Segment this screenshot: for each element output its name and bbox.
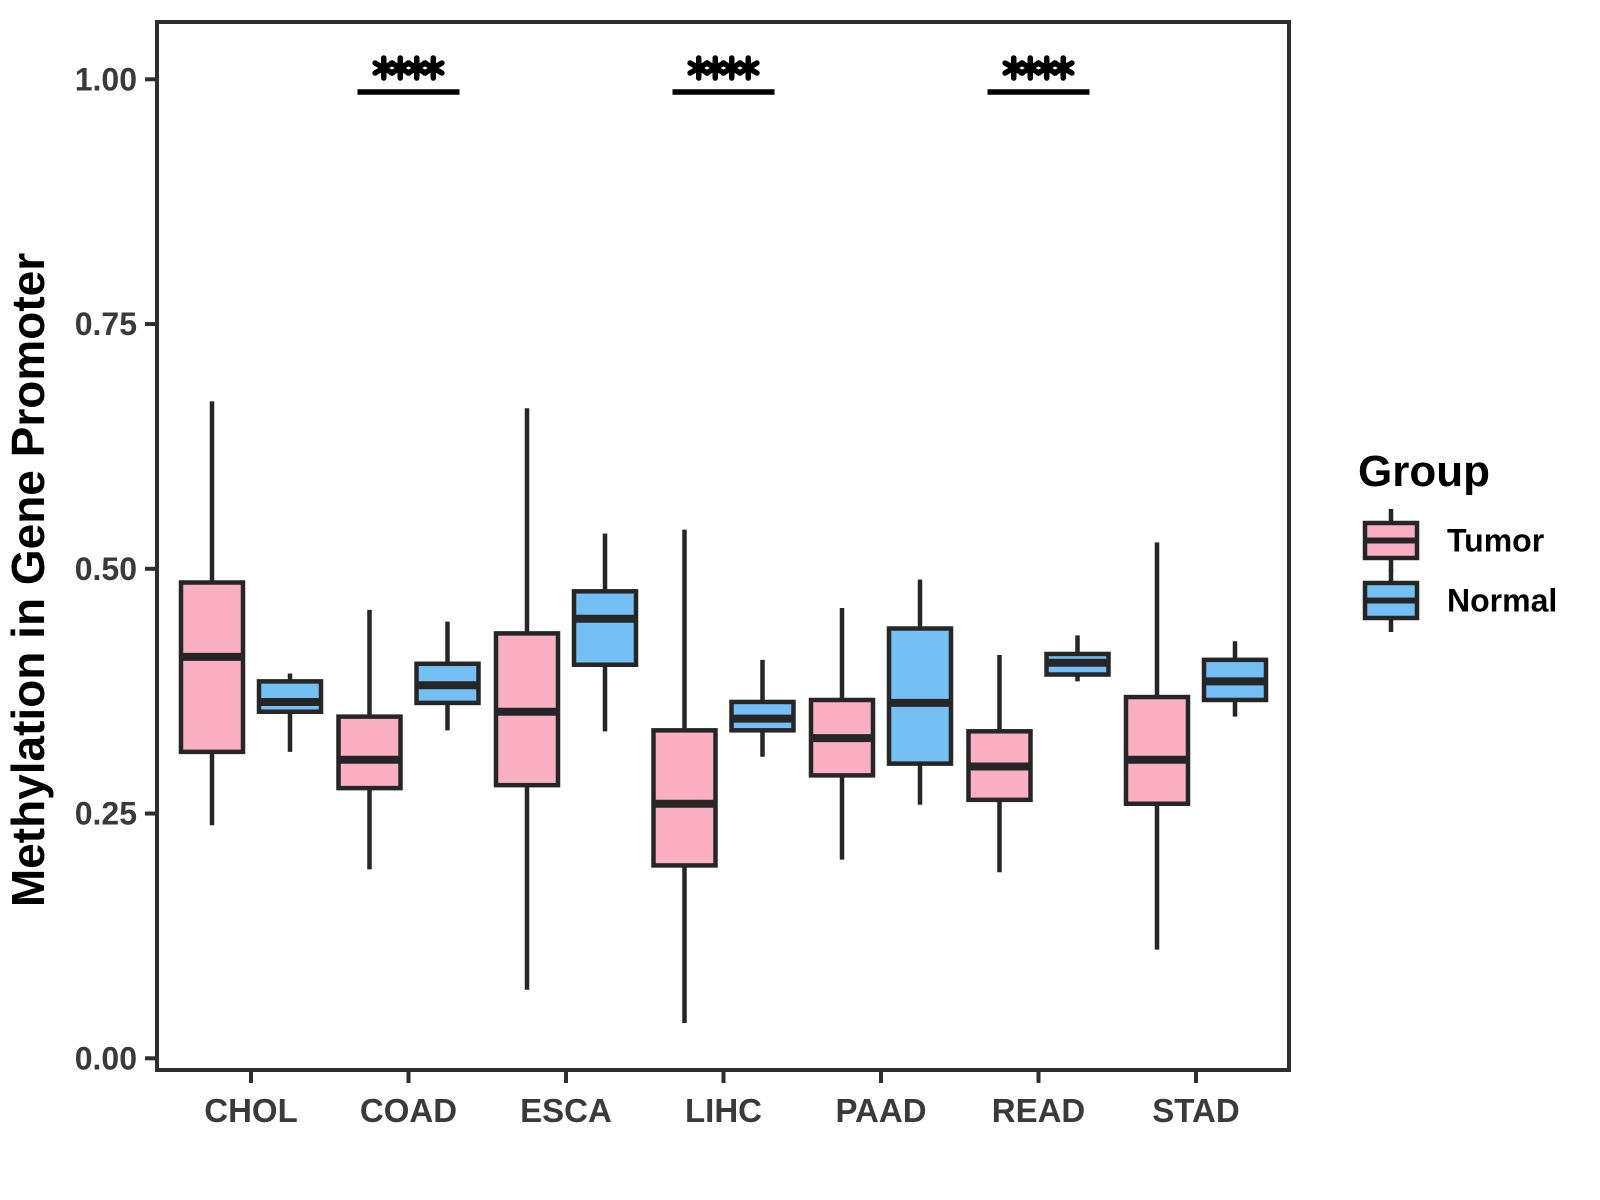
- box-tumor-chol: [178, 580, 246, 755]
- legend-label-tumor: Tumor: [1447, 523, 1544, 559]
- y-tick-label-1.00: 1.00: [75, 61, 137, 97]
- significance-stars-coad: [421, 60, 445, 76]
- x-tick-label-stad: STAD: [1152, 1092, 1239, 1129]
- y-axis-title: Methylation in Gene Promoter: [2, 253, 54, 907]
- legend-title: Group: [1358, 447, 1490, 496]
- y-tick-label-0.25: 0.25: [75, 796, 137, 832]
- significance-stars-lihc: [736, 60, 760, 76]
- y-tick-label-0.00: 0.00: [75, 1040, 137, 1076]
- x-tick-label-esca: ESCA: [520, 1092, 612, 1129]
- x-tick-label-lihc: LIHC: [685, 1092, 762, 1129]
- y-tick-label-0.75: 0.75: [75, 306, 137, 342]
- box-tumor-lihc: [651, 728, 718, 868]
- x-tick-label-chol: CHOL: [204, 1092, 298, 1129]
- x-tick-label-read: READ: [992, 1092, 1086, 1129]
- box-normal-esca: [571, 589, 639, 667]
- box-tumor-coad: [336, 714, 403, 791]
- box-tumor-stad: [1123, 694, 1191, 807]
- box-normal-paad: [886, 626, 954, 766]
- y-tick-label-0.50: 0.50: [75, 551, 137, 587]
- legend-label-normal: Normal: [1447, 583, 1557, 619]
- x-tick-label-coad: COAD: [360, 1092, 457, 1129]
- x-tick-label-paad: PAAD: [835, 1092, 926, 1129]
- box-normal-chol: [256, 679, 324, 714]
- panel-border: [155, 20, 1291, 1072]
- significance-stars-read: [1051, 60, 1075, 76]
